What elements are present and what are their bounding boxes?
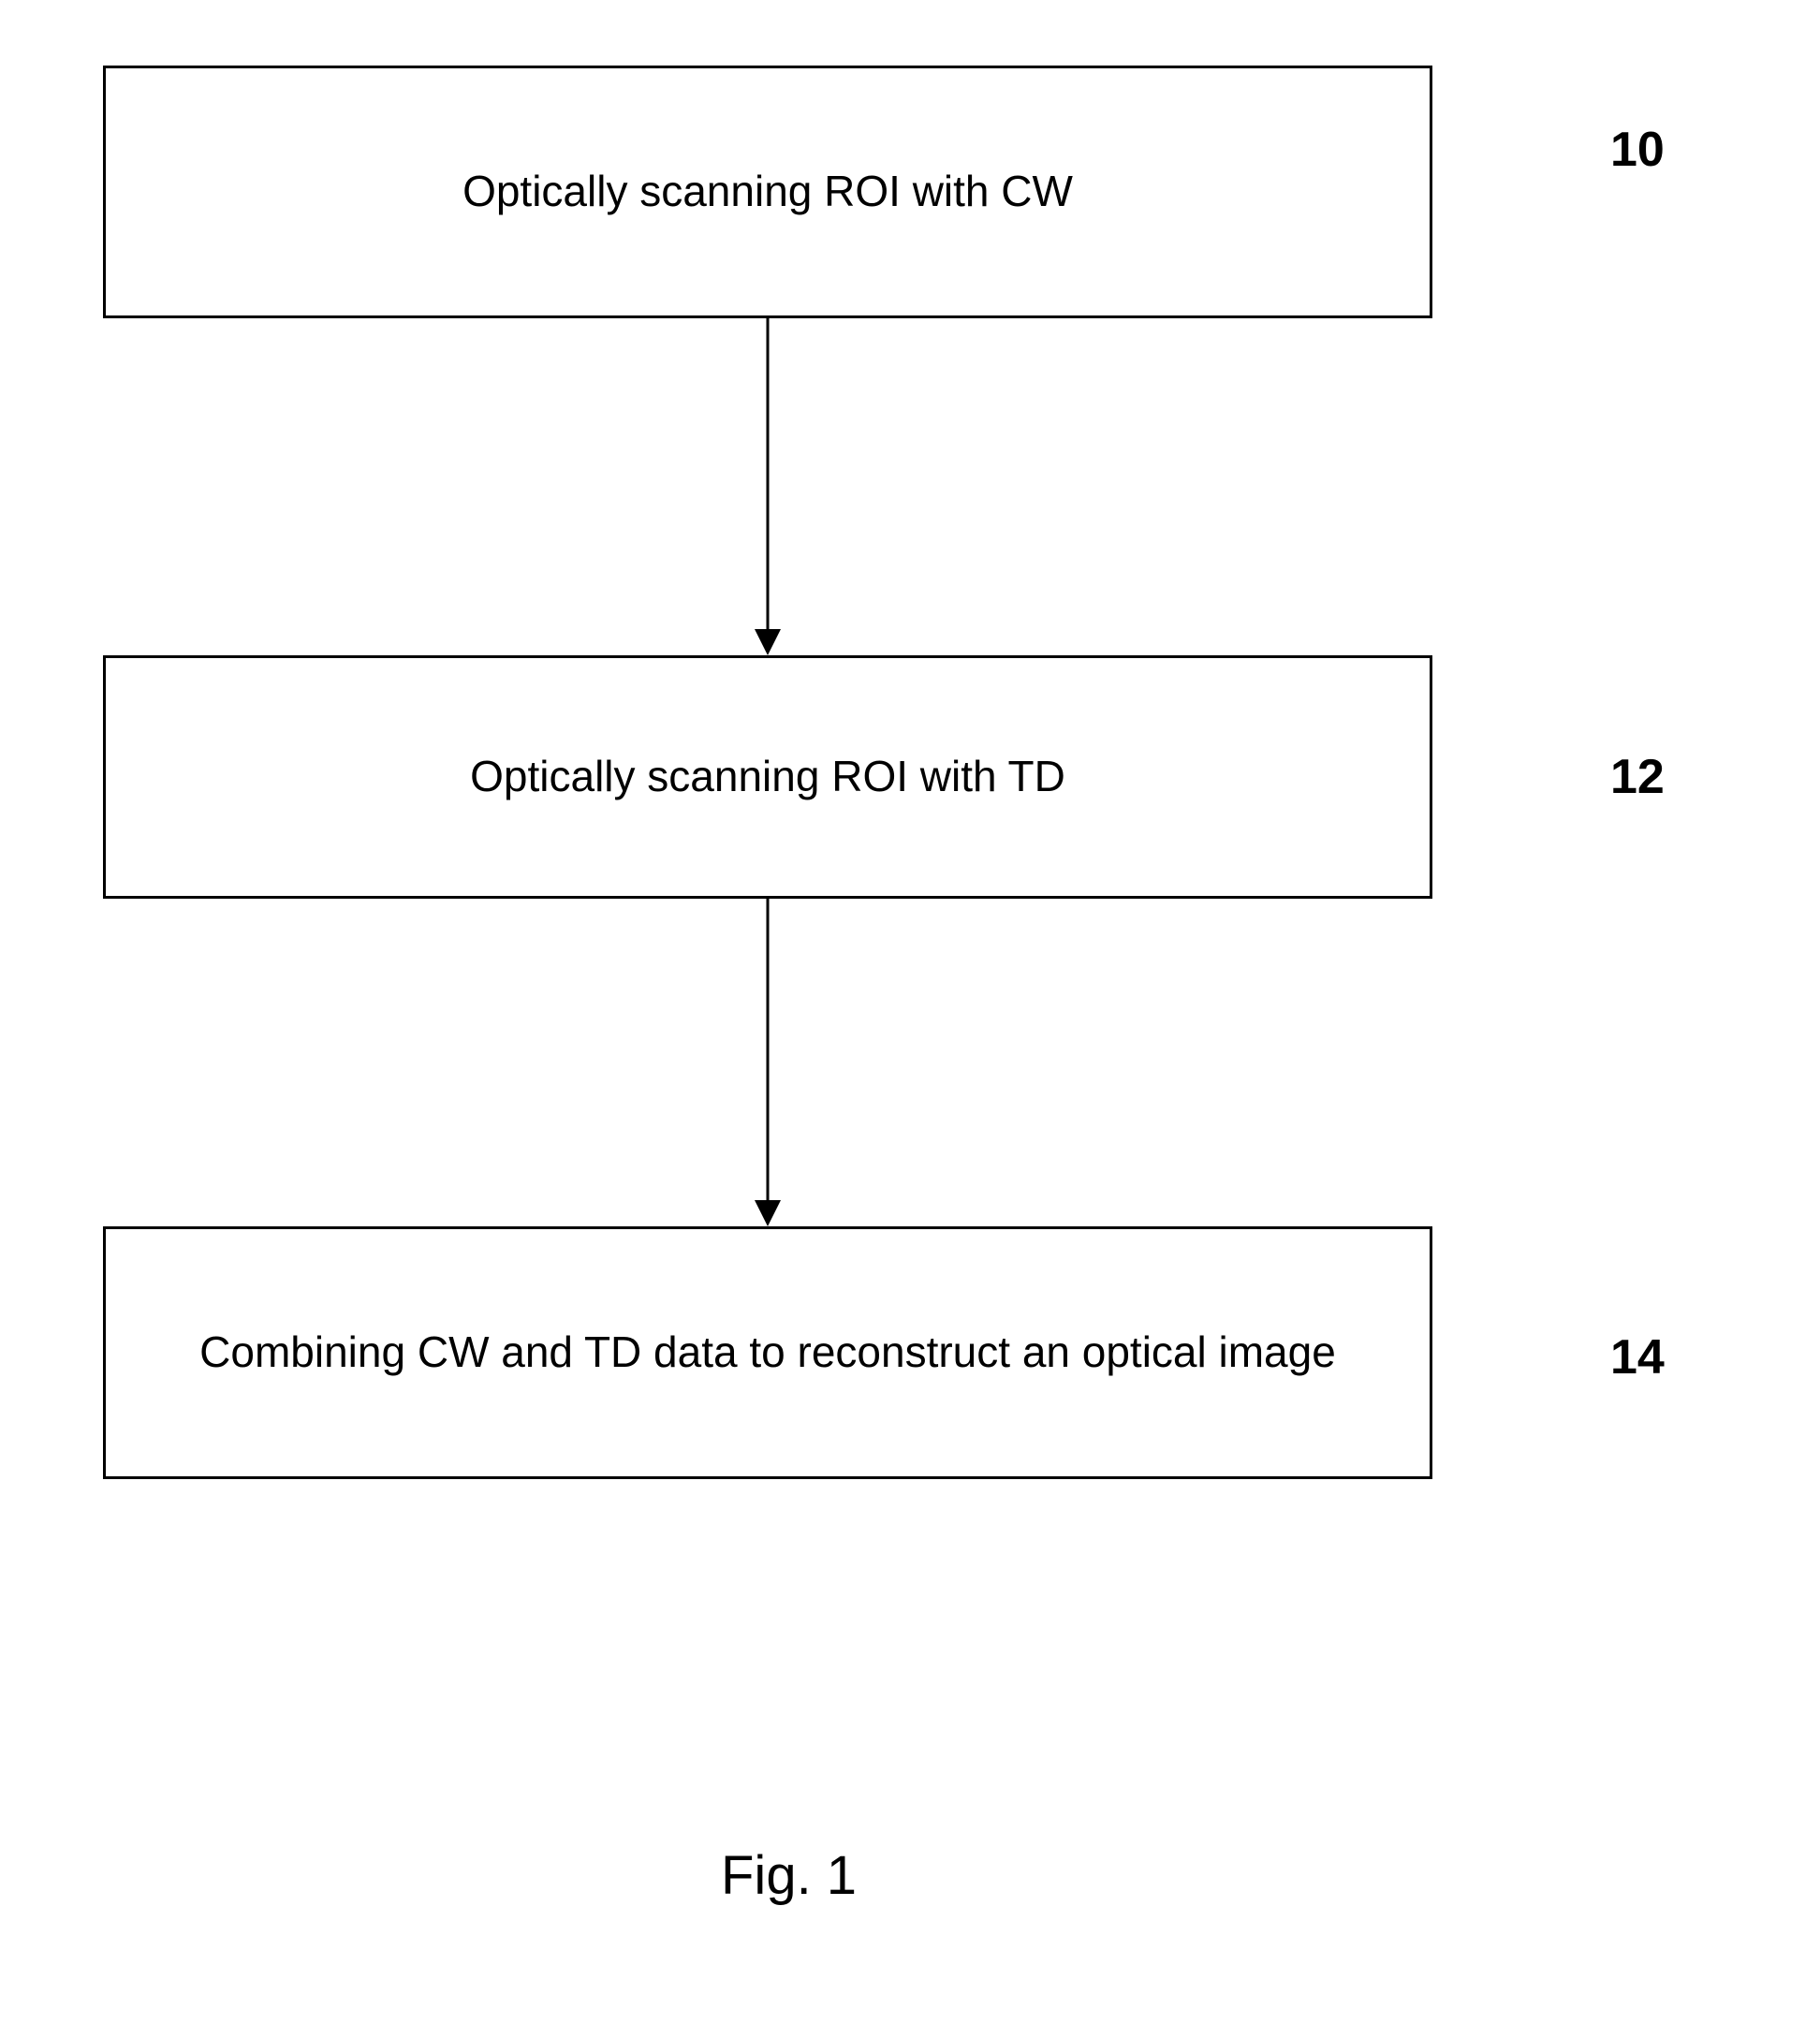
flowchart-node: Combining CW and TD data to reconstruct …: [103, 1226, 1432, 1479]
node-ref-label: 14: [1610, 1329, 1665, 1386]
flow-arrow: [749, 318, 786, 655]
flowchart-node: Optically scanning ROI with CW: [103, 66, 1432, 318]
node-ref-label: 12: [1610, 749, 1665, 805]
node-label: Optically scanning ROI with TD: [451, 750, 1084, 804]
node-ref-label: 10: [1610, 122, 1665, 178]
flowchart-canvas: Optically scanning ROI with CW 10 Optica…: [0, 0, 1820, 2038]
node-label: Optically scanning ROI with CW: [444, 165, 1092, 219]
flowchart-node: Optically scanning ROI with TD: [103, 655, 1432, 899]
flow-arrow: [749, 899, 786, 1226]
node-label: Combining CW and TD data to reconstruct …: [181, 1326, 1355, 1380]
figure-caption: Fig. 1: [721, 1844, 857, 1907]
